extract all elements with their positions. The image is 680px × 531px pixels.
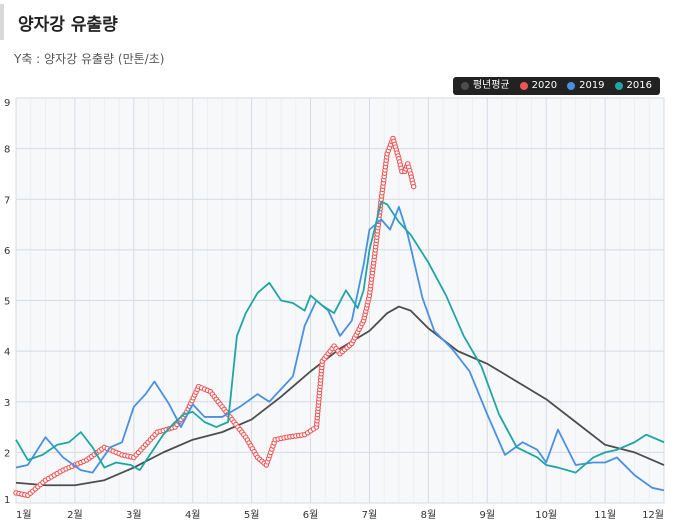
x-tick-label: 11월 [594,509,616,521]
chart-legend: 평년평균 2020 2019 2016 [452,77,660,95]
y-tick-label: 5 [4,297,10,308]
x-tick-label: 9월 [479,509,495,521]
x-tick-label: 5월 [244,509,260,521]
legend-item-2019[interactable]: 2019 [567,77,605,95]
y-tick-label: 7 [4,195,10,206]
y-tick-label: 3 [4,398,10,409]
y-tick-label: 6 [4,246,10,257]
x-tick-label: 3월 [126,509,142,521]
legend-swatch-2019 [567,82,576,90]
legend-label-avg: 평년평균 [472,80,510,91]
legend-label-2019: 2019 [579,80,605,91]
y-tick-label: 8 [4,145,10,156]
series-line-2016 [15,200,665,474]
legend-label-2016: 2016 [626,80,652,91]
x-tick-label: 7월 [362,509,378,521]
y-tick-label: 4 [4,347,10,358]
legend-swatch-2020 [519,82,528,90]
x-tick-label: 10월 [535,509,557,521]
legend-label-2020: 2020 [531,80,558,91]
legend-item-2016[interactable]: 2016 [614,77,652,95]
chart-subtitle: Y축 : 양자강 유출량 (만톤/초) [14,52,165,66]
title-bar: 양자강 유출량 [0,4,680,40]
legend-item-avg[interactable]: 평년평균 [460,77,510,95]
point-2020 [410,183,417,190]
x-tick-label: 6월 [303,509,319,521]
x-tick-label: 2월 [67,509,83,521]
legend-swatch-avg [460,82,469,90]
y-tick-label: 1 [4,495,10,506]
series-line-2019 [15,205,665,492]
y-tick-label: 2 [4,448,10,459]
page-title: 양자강 유출량 [18,14,118,35]
y-tick-label: 9 [4,98,10,109]
x-tick-label: 4월 [185,509,201,521]
x-tick-label: 1월 [16,509,32,521]
legend-swatch-2016 [614,82,623,90]
legend-item-2020[interactable]: 2020 [519,77,558,95]
x-tick-label: 8월 [421,509,437,521]
x-tick-label: 12월 [642,509,664,521]
